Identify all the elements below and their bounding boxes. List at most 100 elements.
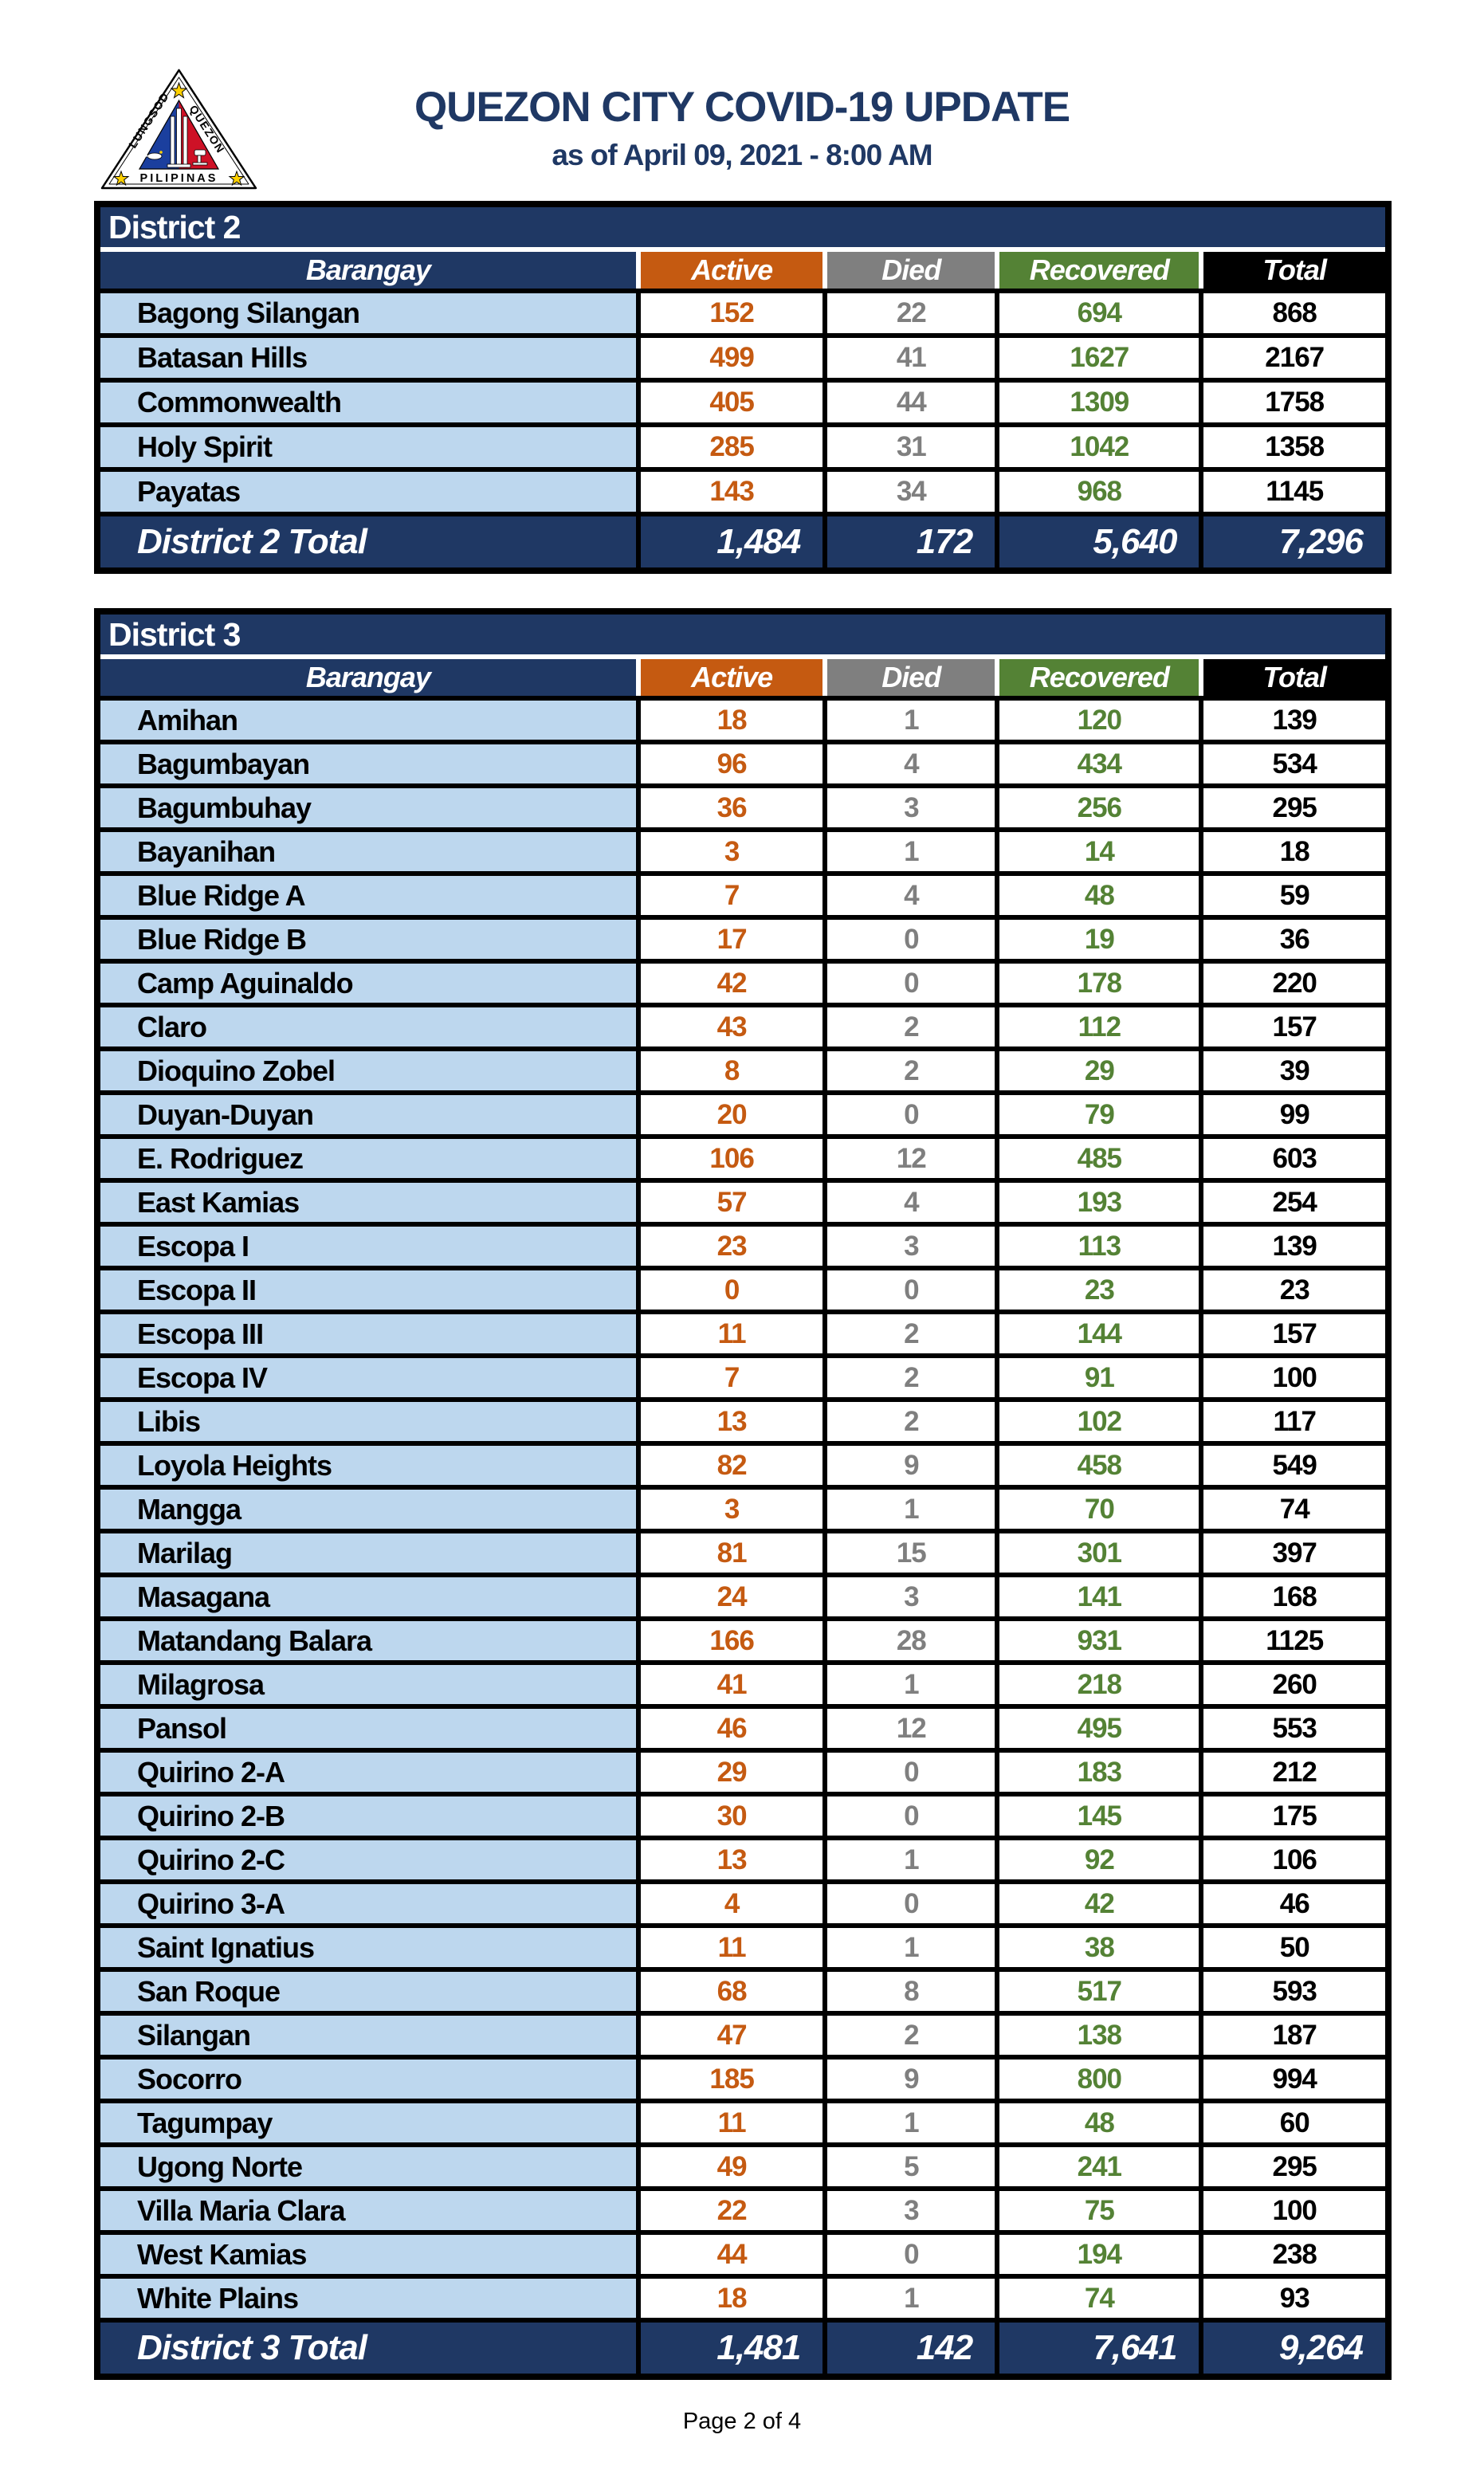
total-value-cell: 139 (1203, 1227, 1385, 1266)
total-value-cell: 868 (1203, 293, 1385, 333)
died-value-cell: 4 (827, 876, 995, 915)
total-value-cell: 295 (1203, 788, 1385, 827)
total-value-cell: 187 (1203, 2016, 1385, 2055)
active-value-cell: 13 (640, 1840, 823, 1879)
recovered-value-cell: 218 (999, 1665, 1199, 1704)
barangay-name-cell: Escopa I (100, 1227, 636, 1266)
total-value-cell: 99 (1203, 1095, 1385, 1134)
recovered-value-cell: 48 (999, 876, 1199, 915)
barangay-name-cell: Saint Ignatius (100, 1928, 636, 1967)
died-value-cell: 0 (827, 920, 995, 959)
recovered-value-cell: 23 (999, 1270, 1199, 1310)
died-value-cell: 0 (827, 1270, 995, 1310)
died-value-cell: 1 (827, 1840, 995, 1879)
recovered-value-cell: 138 (999, 2016, 1199, 2055)
recovered-value-cell: 91 (999, 1358, 1199, 1397)
barangay-name-cell: Holy Spirit (100, 427, 636, 467)
recovered-value-cell: 48 (999, 2103, 1199, 2142)
total-value-cell: 18 (1203, 832, 1385, 871)
column-header-recovered: Recovered (999, 252, 1199, 289)
total-value-cell: 59 (1203, 876, 1385, 915)
column-header-active: Active (640, 659, 823, 696)
bar-divider (100, 654, 1385, 659)
active-value-cell: 57 (640, 1183, 823, 1222)
died-value-cell: 0 (827, 1753, 995, 1792)
died-value-cell: 0 (827, 964, 995, 1003)
column-header-died: Died (827, 252, 995, 289)
barangay-name-cell: Tagumpay (100, 2103, 636, 2142)
active-value-cell: 3 (640, 832, 823, 871)
total-value-cell: 553 (1203, 1709, 1385, 1748)
active-value-cell: 36 (640, 788, 823, 827)
barangay-name-cell: Socorro (100, 2060, 636, 2099)
recovered-value-cell: 120 (999, 701, 1199, 740)
died-value-cell: 3 (827, 1577, 995, 1616)
barangay-name-cell: Quirino 2-A (100, 1753, 636, 1792)
total-value-cell: 50 (1203, 1928, 1385, 1967)
active-value-cell: 42 (640, 964, 823, 1003)
barangay-name-cell: Masagana (100, 1577, 636, 1616)
recovered-value-cell: 485 (999, 1139, 1199, 1178)
active-value-cell: 8 (640, 1051, 823, 1090)
recovered-value-cell: 102 (999, 1402, 1199, 1441)
recovered-value-cell: 92 (999, 1840, 1199, 1879)
died-value-cell: 3 (827, 788, 995, 827)
died-value-cell: 2 (827, 1051, 995, 1090)
active-value-cell: 96 (640, 744, 823, 783)
active-value-cell: 22 (640, 2191, 823, 2230)
died-value-cell: 4 (827, 744, 995, 783)
barangay-name-cell: Escopa II (100, 1270, 636, 1310)
barangay-name-cell: Mangga (100, 1490, 636, 1529)
active-value-cell: 81 (640, 1533, 823, 1573)
active-value-cell: 405 (640, 383, 823, 422)
total-value-cell: 254 (1203, 1183, 1385, 1222)
recovered-value-cell: 42 (999, 1884, 1199, 1923)
total-value-cell: 1145 (1203, 472, 1385, 512)
district-total-label: District 2 Total (100, 516, 636, 567)
active-value-cell: 13 (640, 1402, 823, 1441)
page-title: QUEZON CITY COVID-19 UPDATE (414, 84, 1070, 131)
died-value-cell: 3 (827, 1227, 995, 1266)
died-value-cell: 9 (827, 1446, 995, 1485)
recovered-value-cell: 145 (999, 1796, 1199, 1836)
recovered-value-cell: 74 (999, 2279, 1199, 2318)
recovered-value-cell: 517 (999, 1972, 1199, 2011)
recovered-value-cell: 193 (999, 1183, 1199, 1222)
died-value-cell: 1 (827, 832, 995, 871)
total-value-cell: 100 (1203, 2191, 1385, 2230)
recovered-value-cell: 694 (999, 293, 1199, 333)
column-header-total: Total (1203, 659, 1385, 696)
total-value-cell: 1758 (1203, 383, 1385, 422)
total-value-cell: 603 (1203, 1139, 1385, 1178)
total-value-cell: 549 (1203, 1446, 1385, 1485)
active-value-cell: 82 (640, 1446, 823, 1485)
recovered-value-cell: 79 (999, 1095, 1199, 1134)
recovered-value-cell: 1627 (999, 338, 1199, 378)
recovered-value-cell: 800 (999, 2060, 1199, 2099)
total-value-cell: 1125 (1203, 1621, 1385, 1660)
died-value-cell: 0 (827, 1884, 995, 1923)
total-value-cell: 238 (1203, 2235, 1385, 2274)
recovered-value-cell: 241 (999, 2147, 1199, 2186)
active-value-cell: 18 (640, 701, 823, 740)
recovered-value-cell: 1042 (999, 427, 1199, 467)
barangay-name-cell: Duyan-Duyan (100, 1095, 636, 1134)
total-value-cell: 212 (1203, 1753, 1385, 1792)
active-value-cell: 7 (640, 876, 823, 915)
district-3-table: District 3 Barangay Active Died Recovere… (94, 608, 1392, 2380)
active-value-cell: 41 (640, 1665, 823, 1704)
active-value-cell: 0 (640, 1270, 823, 1310)
recovered-value-cell: 29 (999, 1051, 1199, 1090)
died-value-cell: 0 (827, 1095, 995, 1134)
district-2-column-header-row: Barangay Active Died Recovered Total (100, 252, 1385, 289)
active-value-cell: 24 (640, 1577, 823, 1616)
lamp-icon (142, 151, 163, 160)
total-value-cell: 1358 (1203, 427, 1385, 467)
active-value-cell: 11 (640, 2103, 823, 2142)
column-header-barangay: Barangay (100, 252, 636, 289)
barangay-name-cell: Silangan (100, 2016, 636, 2055)
recovered-value-cell: 144 (999, 1314, 1199, 1353)
page-number: Page 2 of 4 (682, 2409, 802, 2434)
recovered-value-cell: 14 (999, 832, 1199, 871)
column-header-died: Died (827, 659, 995, 696)
